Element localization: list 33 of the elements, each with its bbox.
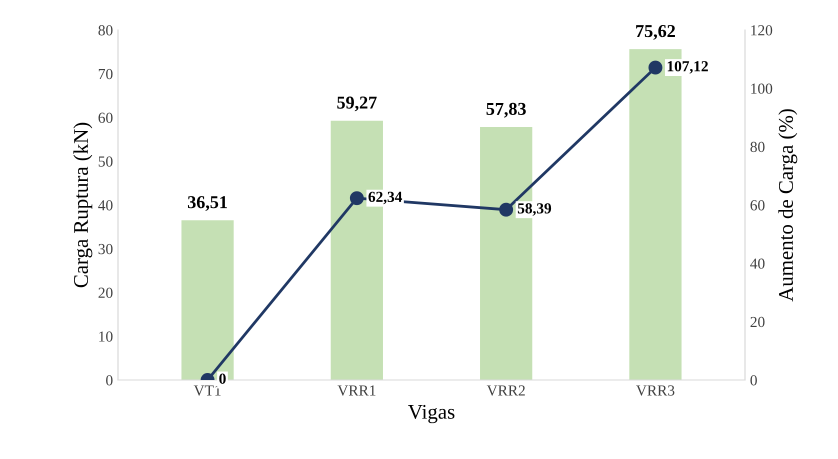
x-tick-label: VT1 <box>194 385 221 396</box>
y2-tick-label: 80 <box>750 142 765 152</box>
data-label: 107,12 <box>668 61 708 74</box>
y-tick-label: 60 <box>98 112 113 123</box>
point <box>499 202 514 217</box>
data-label: 57,83 <box>486 102 526 118</box>
y-tick-label: 40 <box>98 200 113 210</box>
y2-tick-label: 100 <box>751 83 772 94</box>
y2-tick-label: 60 <box>750 200 765 210</box>
data-label: 0 <box>219 374 226 384</box>
x-tick-label: VRR3 <box>636 385 674 396</box>
data-label: 59,27 <box>337 96 377 112</box>
y-tick-label: 10 <box>99 331 113 342</box>
y-tick-label: 50 <box>98 156 113 167</box>
y-tick-label: 0 <box>106 375 113 386</box>
data-label: 62,34 <box>368 192 402 204</box>
y2-tick-label: 40 <box>750 258 765 269</box>
x-axis-title: Vigas <box>408 404 454 424</box>
y-tick-label: 70 <box>98 68 113 80</box>
data-label: 58,39 <box>518 203 552 216</box>
y2-tick-label: 0 <box>750 375 757 386</box>
y-tick-label: 30 <box>98 244 113 254</box>
data-label: 36,51 <box>188 196 227 211</box>
y2-tick-label: 120 <box>751 25 772 36</box>
x-tick-label: VRR1 <box>338 385 376 396</box>
y-tick-label: 20 <box>98 288 113 298</box>
y2-tick-label: 20 <box>750 316 765 328</box>
y-tick-label: 80 <box>98 25 113 36</box>
point <box>350 191 364 206</box>
data-label: 75,62 <box>636 25 675 40</box>
x-tick-label: VRR2 <box>486 385 525 396</box>
y2-axis-title: Aumento de Carga (%) <box>778 109 798 302</box>
y-axis-title: Carga Ruptura (kN) <box>73 122 92 288</box>
